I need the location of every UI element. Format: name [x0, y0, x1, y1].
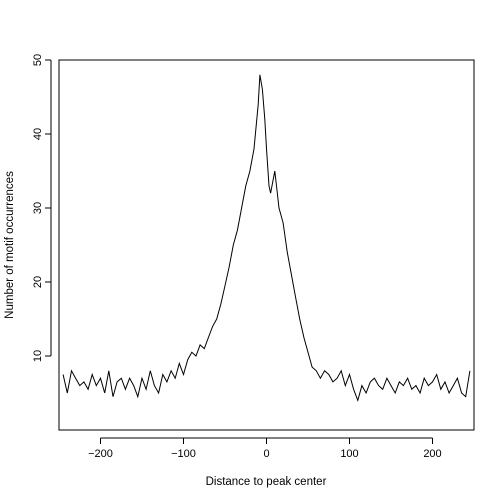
y-tick-label: 10: [32, 350, 44, 362]
y-tick-label: 50: [32, 54, 44, 66]
x-tick-label: −200: [88, 448, 113, 460]
y-axis: 10 20 30 40 50: [32, 54, 52, 362]
x-axis-label: Distance to peak center: [206, 476, 327, 488]
y-tick-label: 20: [32, 276, 44, 288]
y-axis-label: Number of motif occurrences: [4, 171, 16, 319]
y-tick-label: 30: [32, 202, 44, 214]
plot-frame: [58, 59, 475, 431]
x-tick-label: 100: [340, 448, 358, 460]
x-axis: −200 −100 0 100 200: [88, 437, 442, 460]
series-line: [62, 74, 471, 403]
x-tick-label: −100: [171, 448, 196, 460]
x-tick-label: 200: [423, 448, 441, 460]
x-tick-label: 0: [263, 448, 269, 460]
y-tick-label: 40: [32, 128, 44, 140]
